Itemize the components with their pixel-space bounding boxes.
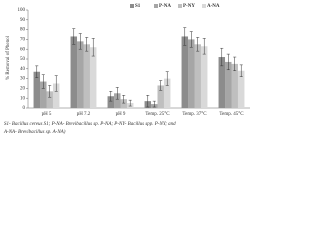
error-bar — [122, 95, 126, 104]
y-tick-label: 80 — [20, 28, 26, 33]
error-bar — [35, 65, 39, 78]
error-bar — [152, 100, 156, 108]
y-tick-label: 0 — [23, 106, 26, 111]
error-bar — [183, 27, 187, 46]
bar — [46, 91, 53, 108]
x-tick-label: pH 7.2 — [77, 112, 91, 117]
error-bar — [48, 85, 52, 98]
x-tick-label: pH 9 — [116, 112, 126, 117]
y-axis-label: % Removal of Phenol — [6, 35, 11, 80]
y-tick-label: 90 — [20, 18, 26, 23]
bar — [200, 46, 208, 108]
y-tick-label: 30 — [20, 77, 26, 82]
error-bar — [78, 33, 82, 50]
bar — [83, 44, 90, 108]
bar — [107, 96, 115, 108]
bar — [89, 47, 97, 108]
y-tick-label: 100 — [18, 8, 26, 13]
bar — [231, 63, 238, 108]
caption-line: S1- Bacillus cereus S1; P-NA- Brevibacil… — [4, 122, 176, 127]
error-bar — [202, 38, 206, 55]
y-tick-label: 70 — [20, 38, 26, 43]
error-bar — [165, 71, 169, 86]
bar — [114, 93, 121, 108]
error-bar — [41, 74, 45, 89]
legend-swatch — [154, 4, 158, 8]
y-tick-label: 10 — [20, 96, 26, 101]
y-tick-label: 20 — [20, 87, 26, 92]
bar — [33, 71, 41, 108]
error-bar — [159, 80, 163, 91]
bar — [70, 36, 78, 108]
bar — [194, 44, 201, 108]
legend-label: P-NA — [159, 4, 171, 9]
bar — [40, 81, 47, 108]
x-tick-label: pH 5 — [42, 112, 52, 117]
bar — [181, 36, 189, 108]
chart: % Removal of Phenol S1- Bacillus cereus … — [3, 4, 250, 135]
error-bar — [233, 56, 237, 72]
legend-swatch — [202, 4, 206, 8]
bar — [157, 85, 164, 108]
bar — [218, 57, 226, 108]
bar — [163, 78, 171, 108]
bar — [237, 70, 245, 108]
error-bar — [226, 53, 230, 71]
x-tick-label: Temp. 45°C — [219, 112, 244, 117]
error-bar — [109, 91, 113, 102]
bar — [77, 41, 84, 108]
x-tick-label: Temp. 37°C — [182, 112, 207, 117]
error-bar — [146, 95, 150, 108]
error-bar — [189, 31, 193, 48]
bar — [188, 39, 195, 108]
error-bar — [72, 28, 76, 45]
error-bar — [196, 37, 200, 52]
error-bar — [239, 64, 243, 77]
y-tick-label: 40 — [20, 67, 26, 72]
error-bar — [220, 47, 224, 67]
legend-swatch — [130, 4, 134, 8]
legend-swatch — [178, 4, 182, 8]
caption-line: A-NA- Brevibacillus sp. A-NA) — [3, 130, 66, 135]
legend-label: A-NA — [207, 4, 220, 9]
legend-label: P-NY — [183, 4, 195, 9]
error-bar — [85, 37, 89, 52]
error-bar — [91, 38, 95, 57]
error-bar — [54, 75, 58, 92]
error-bar — [128, 99, 132, 107]
bar — [225, 61, 232, 108]
y-tick-label: 50 — [20, 57, 26, 62]
legend-label: S1 — [135, 4, 141, 9]
bar — [120, 99, 127, 108]
bar — [52, 83, 60, 108]
error-bar — [115, 87, 119, 100]
x-tick-label: Temp. 25°C — [145, 112, 170, 117]
y-tick-label: 60 — [20, 47, 26, 52]
